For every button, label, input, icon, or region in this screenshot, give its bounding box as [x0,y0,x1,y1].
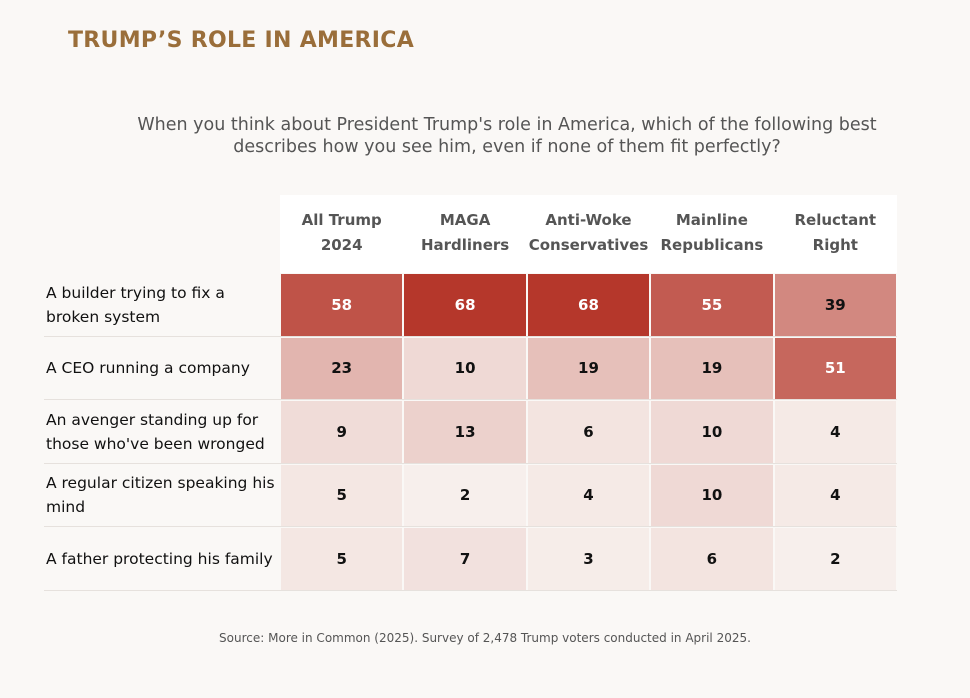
column-header: Mainline Republicans [660,211,764,254]
row-label: A CEO running a company [46,359,250,378]
heat-cell: 19 [651,337,773,399]
column-header: MAGA Hardliners [420,211,510,254]
heat-cell: 9 [281,401,403,463]
heat-cell: 68 [404,274,526,336]
title: Trump’s Role in America [68,28,415,53]
heat-cell: 4 [774,464,896,526]
source-note: Source: More in Common (2025). Survey of… [219,631,751,645]
heat-cell: 6 [651,528,773,590]
heat-cell: 19 [527,337,650,399]
heat-cell: 5 [281,528,403,590]
heat-cell: 58 [281,274,403,336]
heat-cell: 2 [404,464,526,526]
heat-cell: 4 [527,464,650,526]
heat-cell: 55 [651,274,773,336]
heat-cell: 6 [527,401,650,463]
row-rule [44,399,897,400]
row-rule [44,335,897,337]
row-label: A builder trying to fix a broken system [46,283,225,326]
heat-cell: 13 [404,401,526,463]
heat-cell: 10 [404,337,526,399]
heat-cell: 2 [774,528,896,590]
column-header: Anti-Woke Conservatives [528,211,649,254]
heat-cell: 3 [527,528,650,590]
row-rule [44,589,897,591]
header-background [280,195,897,273]
heat-cell: 39 [774,274,896,336]
heat-cell: 68 [527,274,650,336]
heat-cell: 7 [404,528,526,590]
row-rule [44,526,897,527]
row-label: A regular citizen speaking his mind [46,474,275,517]
heat-cell: 4 [774,401,896,463]
heat-cell: 10 [651,401,773,463]
heat-cell: 10 [651,464,773,526]
column-header: Reluctant Right [794,211,877,254]
heat-cell: 51 [774,337,896,399]
row-label: A father protecting his family [46,549,273,568]
subtitle: When you think about President Trump's r… [137,115,877,157]
row-label: An avenger standing up for those who've … [46,410,265,453]
column-header: All Trump 2024 [301,211,382,254]
heat-cell: 23 [281,337,403,399]
row-rule [44,462,897,464]
heat-cell: 5 [281,464,403,526]
